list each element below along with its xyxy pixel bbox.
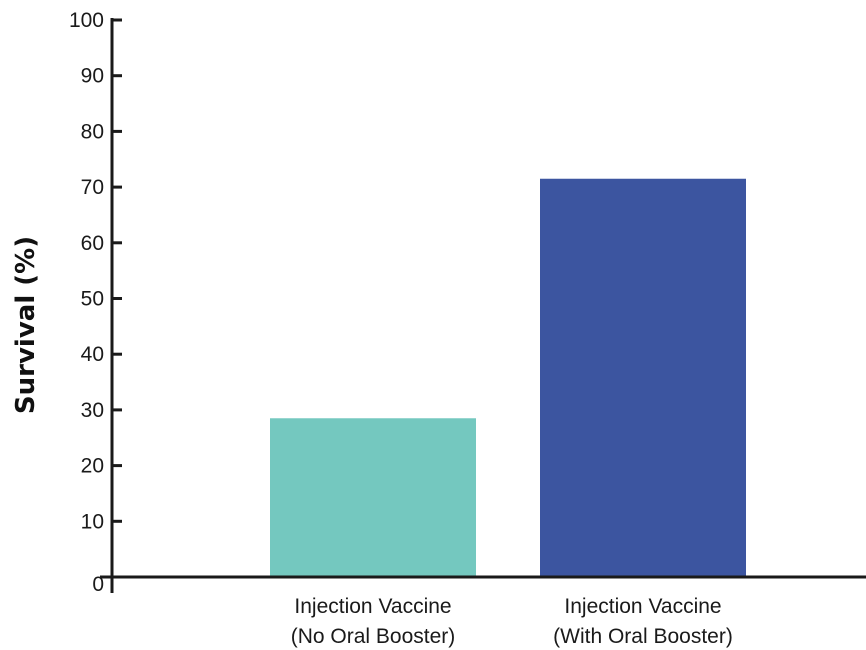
y-tick-label: 100 — [69, 9, 104, 32]
y-tick-label: 70 — [81, 176, 104, 199]
y-tick-label: 80 — [81, 120, 104, 143]
y-tick-label: 60 — [81, 232, 104, 255]
y-tick-label: 20 — [81, 455, 104, 478]
bars-layer — [270, 178, 746, 577]
x-category-label-2-line-1: Injection Vaccine — [564, 595, 721, 618]
y-tick-label: 0 — [92, 573, 104, 596]
y-tick-label: 40 — [81, 343, 104, 366]
x-category-label-1-line-1: Injection Vaccine — [294, 595, 451, 618]
bar-2 — [540, 178, 746, 577]
y-tick-label: 30 — [81, 399, 104, 422]
y-ticks-layer: 0 10 20 30 40 50 60 70 80 90 100 — [69, 9, 122, 596]
y-tick-label: 50 — [81, 288, 104, 311]
bar-1 — [270, 418, 476, 577]
y-tick-label: 90 — [81, 65, 104, 88]
y-axis-title: Survival (%) — [11, 236, 41, 414]
y-tick-label: 10 — [81, 510, 104, 533]
x-category-label-2-line-2: (With Oral Booster) — [553, 625, 733, 648]
x-category-labels: Injection Vaccine (No Oral Booster) Inject… — [291, 595, 733, 648]
x-category-label-1-line-2: (No Oral Booster) — [291, 625, 456, 648]
